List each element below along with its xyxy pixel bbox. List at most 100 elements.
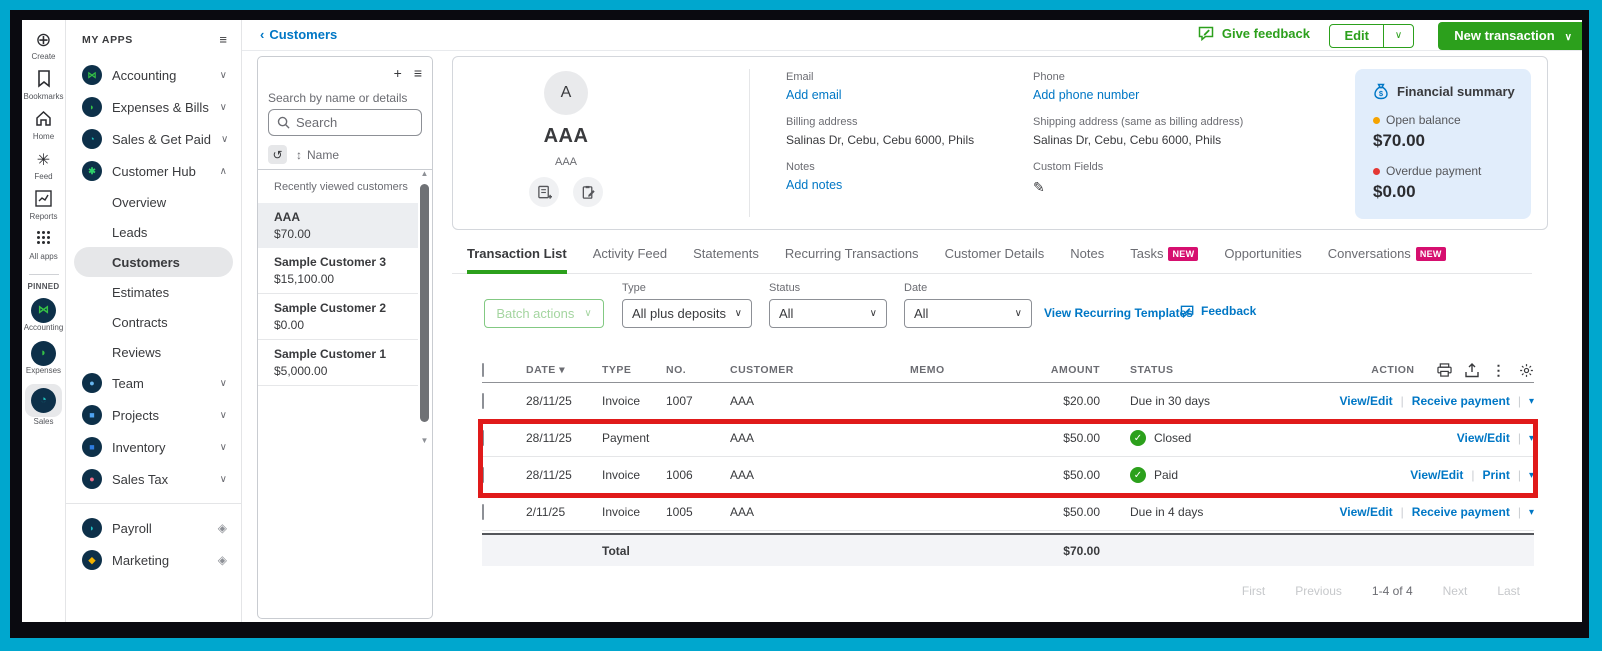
transaction-table: DATE ▾ TYPE NO. CUSTOMER MEMO AMOUNT STA… xyxy=(482,358,1534,566)
add-customer-icon[interactable]: + xyxy=(393,65,402,81)
view-edit-link[interactable]: View/Edit xyxy=(1410,468,1464,482)
sidebar-item-estimates[interactable]: Estimates xyxy=(112,284,170,300)
tab-conversations[interactable]: Conversations NEW xyxy=(1328,246,1446,270)
customer-list-item[interactable]: Sample Customer 1 $5,000.00 xyxy=(258,340,418,386)
customer-list-item[interactable]: AAA $70.00 xyxy=(258,203,418,248)
rail-item-pinned-expenses[interactable]: ◗ Expenses xyxy=(22,341,65,375)
row-checkbox[interactable] xyxy=(482,430,484,446)
type-filter-select[interactable]: All plus deposits ∨ xyxy=(622,299,752,328)
row-checkbox[interactable] xyxy=(482,467,484,483)
tab-recurring-transactions[interactable]: Recurring Transactions xyxy=(784,246,919,261)
add-notes-link[interactable]: Add notes xyxy=(786,178,843,192)
row-actions-dropdown[interactable]: ▾ xyxy=(1528,432,1534,444)
list-scrollbar[interactable]: ▲ ▼ xyxy=(419,169,430,445)
sidebar-item-contracts[interactable]: Contracts xyxy=(112,314,168,330)
kebab-menu-icon[interactable]: ⋮ xyxy=(1491,362,1506,378)
export-icon[interactable] xyxy=(1464,362,1479,378)
row-checkbox[interactable] xyxy=(482,393,484,409)
edit-dropdown-button[interactable]: ∨ xyxy=(1383,25,1413,47)
rail-item-create[interactable]: ⊕ Create xyxy=(22,30,65,61)
projects-icon: ■ xyxy=(82,405,102,425)
status-filter-select[interactable]: All ∨ xyxy=(769,299,887,328)
add-email-link[interactable]: Add email xyxy=(786,88,842,102)
tab-customer-details[interactable]: Customer Details xyxy=(944,246,1045,261)
table-row[interactable]: 28/11/25 Invoice 1006 AAA $50.00 ✓ Paid … xyxy=(482,457,1534,494)
rail-item-reports[interactable]: Reports xyxy=(22,190,65,221)
view-edit-link[interactable]: View/Edit xyxy=(1339,505,1393,519)
create-task-button[interactable] xyxy=(573,177,603,207)
sidebar-item-projects[interactable]: ■ Projects ∨ xyxy=(66,399,241,431)
chevron-down-icon: ∨ xyxy=(869,308,877,319)
tab-opportunities[interactable]: Opportunities xyxy=(1224,246,1302,261)
search-icon xyxy=(277,116,290,129)
table-row[interactable]: 28/11/25 Payment AAA $50.00 ✓ Closed Vie… xyxy=(482,420,1534,457)
select-all-checkbox[interactable] xyxy=(482,363,484,377)
rail-item-bookmarks[interactable]: Bookmarks xyxy=(22,70,65,101)
sidebar-item-inventory[interactable]: ■ Inventory ∨ xyxy=(66,431,241,463)
sidebar-item-leads[interactable]: Leads xyxy=(112,224,148,240)
sidebar-item-customer-hub[interactable]: ✱ Customer Hub ∧ xyxy=(66,155,241,187)
search-input[interactable] xyxy=(296,115,413,130)
sort-desc-icon[interactable]: ▾ xyxy=(559,364,566,376)
rail-item-feed[interactable]: ✳ Feed xyxy=(22,150,65,181)
sidebar-item-accounting[interactable]: ⋈ Accounting ∨ xyxy=(66,59,241,91)
pagination-last[interactable]: Last xyxy=(1497,584,1520,598)
tab-statements[interactable]: Statements xyxy=(693,246,759,261)
sidebar-item-sales-get-paid[interactable]: ◔ Sales & Get Paid ∨ xyxy=(66,123,241,155)
scrollbar-thumb[interactable] xyxy=(420,184,429,422)
row-actions-dropdown[interactable]: ▾ xyxy=(1528,469,1534,481)
view-recurring-templates-link[interactable]: View Recurring Templates xyxy=(1044,306,1193,320)
sidebar-item-overview[interactable]: Overview xyxy=(112,194,167,210)
tab-activity-feed[interactable]: Activity Feed xyxy=(592,246,668,261)
customer-list-item[interactable]: Sample Customer 2 $0.00 xyxy=(258,294,418,340)
receive-payment-link[interactable]: Receive payment xyxy=(1411,394,1510,408)
list-settings-icon[interactable]: ≡ xyxy=(413,65,422,81)
feed-icon: ✳ xyxy=(36,152,51,169)
rail-item-pinned-accounting[interactable]: ⋈ Accounting xyxy=(22,298,65,332)
rail-item-pinned-sales[interactable]: ◔ Sales xyxy=(22,384,65,426)
recent-history-icon[interactable]: ↺ xyxy=(268,145,287,164)
rail-item-home[interactable]: Home xyxy=(22,110,65,141)
pagination-previous[interactable]: Previous xyxy=(1295,584,1342,598)
edit-button[interactable]: Edit xyxy=(1344,28,1369,43)
add-phone-link[interactable]: Add phone number xyxy=(1033,88,1140,102)
batch-actions-button[interactable]: Batch actions ∨ xyxy=(484,299,604,328)
table-row[interactable]: 28/11/25 Invoice 1007 AAA $20.00 Due in … xyxy=(482,383,1534,420)
rail-item-all-apps[interactable]: All apps xyxy=(22,230,65,261)
feedback-link[interactable]: Feedback xyxy=(1180,304,1256,318)
row-actions-dropdown[interactable]: ▾ xyxy=(1528,395,1534,407)
tab-tasks[interactable]: Tasks NEW xyxy=(1130,246,1199,270)
tab-transaction-list[interactable]: Transaction List xyxy=(467,246,567,274)
sidebar-item-payroll[interactable]: ◗ Payroll ◈ xyxy=(66,512,241,544)
sidebar-item-team[interactable]: ● Team ∨ xyxy=(66,367,241,399)
print-link[interactable]: Print xyxy=(1482,468,1510,482)
scroll-down-icon[interactable]: ▼ xyxy=(420,436,429,445)
rail-label: Sales xyxy=(33,417,54,426)
row-checkbox[interactable] xyxy=(482,504,484,520)
pagination-first[interactable]: First xyxy=(1241,584,1266,598)
row-actions-dropdown[interactable]: ▾ xyxy=(1528,506,1534,518)
tab-notes[interactable]: Notes xyxy=(1070,246,1105,261)
sidebar-item-sales-tax[interactable]: ● Sales Tax ∨ xyxy=(66,463,241,495)
pagination-next[interactable]: Next xyxy=(1442,584,1468,598)
gear-icon[interactable] xyxy=(1519,363,1534,378)
sort-by-name[interactable]: ↕ Name xyxy=(296,147,340,162)
receive-payment-link[interactable]: Receive payment xyxy=(1411,505,1510,519)
give-feedback-button[interactable]: Give feedback xyxy=(1198,26,1310,41)
customer-list-item[interactable]: Sample Customer 3 $15,100.00 xyxy=(258,248,418,294)
view-edit-link[interactable]: View/Edit xyxy=(1456,431,1510,445)
table-row[interactable]: 2/11/25 Invoice 1005 AAA $50.00 Due in 4… xyxy=(482,494,1534,531)
sidebar-item-customers[interactable]: Customers xyxy=(74,247,233,277)
view-edit-link[interactable]: View/Edit xyxy=(1339,394,1393,408)
sidebar-item-marketing[interactable]: ◆ Marketing ◈ xyxy=(66,544,241,576)
scroll-up-icon[interactable]: ▲ xyxy=(420,169,429,178)
print-icon[interactable] xyxy=(1436,363,1452,377)
sidebar-item-expenses-bills[interactable]: ◗ Expenses & Bills ∨ xyxy=(66,91,241,123)
new-transaction-button[interactable]: New transaction ∨ xyxy=(1438,22,1582,50)
add-note-button[interactable] xyxy=(529,177,559,207)
sidebar-item-reviews[interactable]: Reviews xyxy=(112,344,162,360)
breadcrumb[interactable]: ‹ Customers xyxy=(260,27,338,42)
date-filter-select[interactable]: All ∨ xyxy=(904,299,1032,328)
collapse-sidebar-icon[interactable]: ≡ xyxy=(219,32,227,47)
edit-custom-fields-icon[interactable]: ✎ xyxy=(1033,179,1045,195)
